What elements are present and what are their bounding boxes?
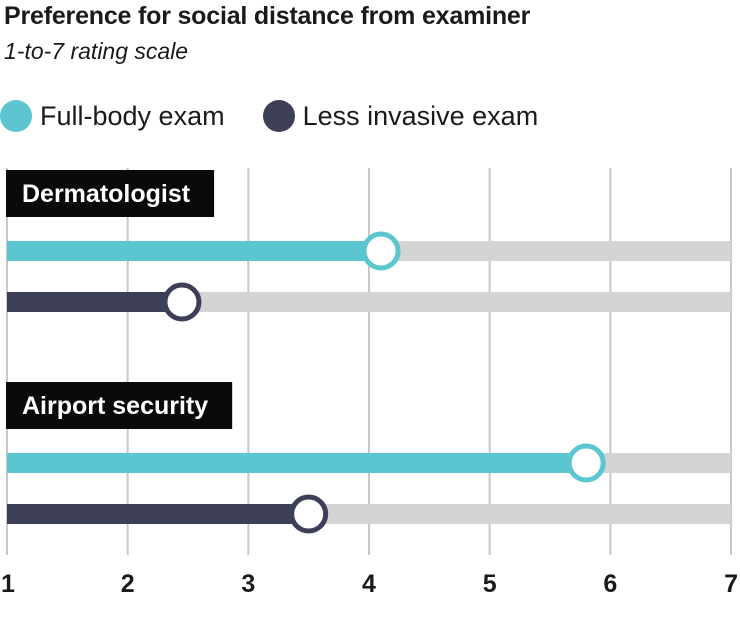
legend-swatch-full-body [0,100,32,132]
group-label-bg-airport-security [6,382,233,429]
tick-label-3: 3 [241,570,255,598]
tick-label-4: 4 [362,570,376,598]
legend: Full-body exam Less invasive exam [0,96,576,136]
legend-item-full-body: Full-body exam [0,100,225,132]
group-label-dermatologist: Dermatologist [22,180,191,208]
tick-label-1: 1 [1,570,15,598]
marker-dermatologist-less-invasive [162,282,202,322]
bar-dermatologist-full-body [7,241,382,261]
group-label-airport-security: Airport security [22,392,208,420]
marker-airport-security-full-body [566,443,606,483]
legend-item-less-invasive: Less invasive exam [262,100,539,132]
tick-label-7: 7 [724,570,738,598]
bar-airport-security-less-invasive [7,504,309,524]
tick-label-2: 2 [121,570,135,598]
legend-label-less-invasive: Less invasive exam [302,100,539,131]
legend-label-full-body: Full-body exam [40,100,225,131]
bar-dermatologist-less-invasive [7,292,182,312]
tick-label-6: 6 [603,570,617,598]
tick-label-5: 5 [483,570,497,598]
marker-airport-security-less-invasive [289,494,329,534]
group-label-bg-dermatologist [6,170,215,217]
bar-airport-security-full-body [7,453,587,473]
gridlines [6,168,732,555]
marker-dermatologist-full-body [361,231,401,271]
legend-swatch-less-invasive [262,100,295,132]
chart-subtitle: 1-to-7 rating scale [4,38,189,64]
chart-title: Preference for social distance from exam… [4,2,531,30]
